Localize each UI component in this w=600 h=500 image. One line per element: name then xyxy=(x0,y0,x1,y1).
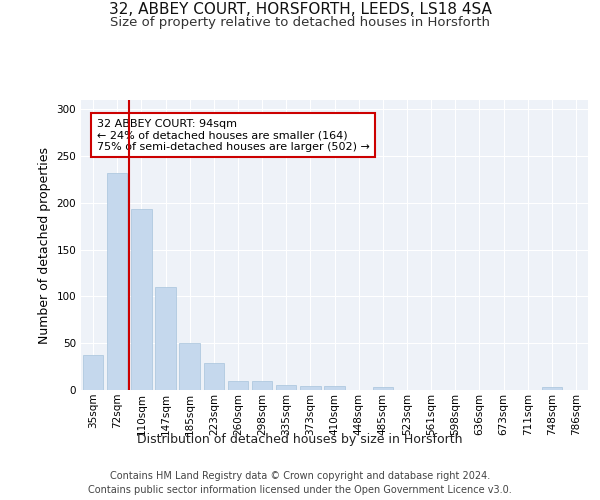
Text: Distribution of detached houses by size in Horsforth: Distribution of detached houses by size … xyxy=(137,432,463,446)
Bar xyxy=(252,380,272,390)
Bar xyxy=(107,173,127,390)
Bar xyxy=(324,386,345,390)
Text: Contains HM Land Registry data © Crown copyright and database right 2024.
Contai: Contains HM Land Registry data © Crown c… xyxy=(88,471,512,495)
Bar xyxy=(155,287,176,390)
Bar xyxy=(373,387,393,390)
Bar xyxy=(203,363,224,390)
Bar xyxy=(542,387,562,390)
Text: 32 ABBEY COURT: 94sqm
← 24% of detached houses are smaller (164)
75% of semi-det: 32 ABBEY COURT: 94sqm ← 24% of detached … xyxy=(97,118,370,152)
Bar xyxy=(83,356,103,390)
Bar xyxy=(131,210,152,390)
Bar xyxy=(227,380,248,390)
Bar xyxy=(276,386,296,390)
Text: 32, ABBEY COURT, HORSFORTH, LEEDS, LS18 4SA: 32, ABBEY COURT, HORSFORTH, LEEDS, LS18 … xyxy=(109,2,491,18)
Bar xyxy=(179,343,200,390)
Y-axis label: Number of detached properties: Number of detached properties xyxy=(38,146,51,344)
Bar xyxy=(300,386,320,390)
Text: Size of property relative to detached houses in Horsforth: Size of property relative to detached ho… xyxy=(110,16,490,29)
